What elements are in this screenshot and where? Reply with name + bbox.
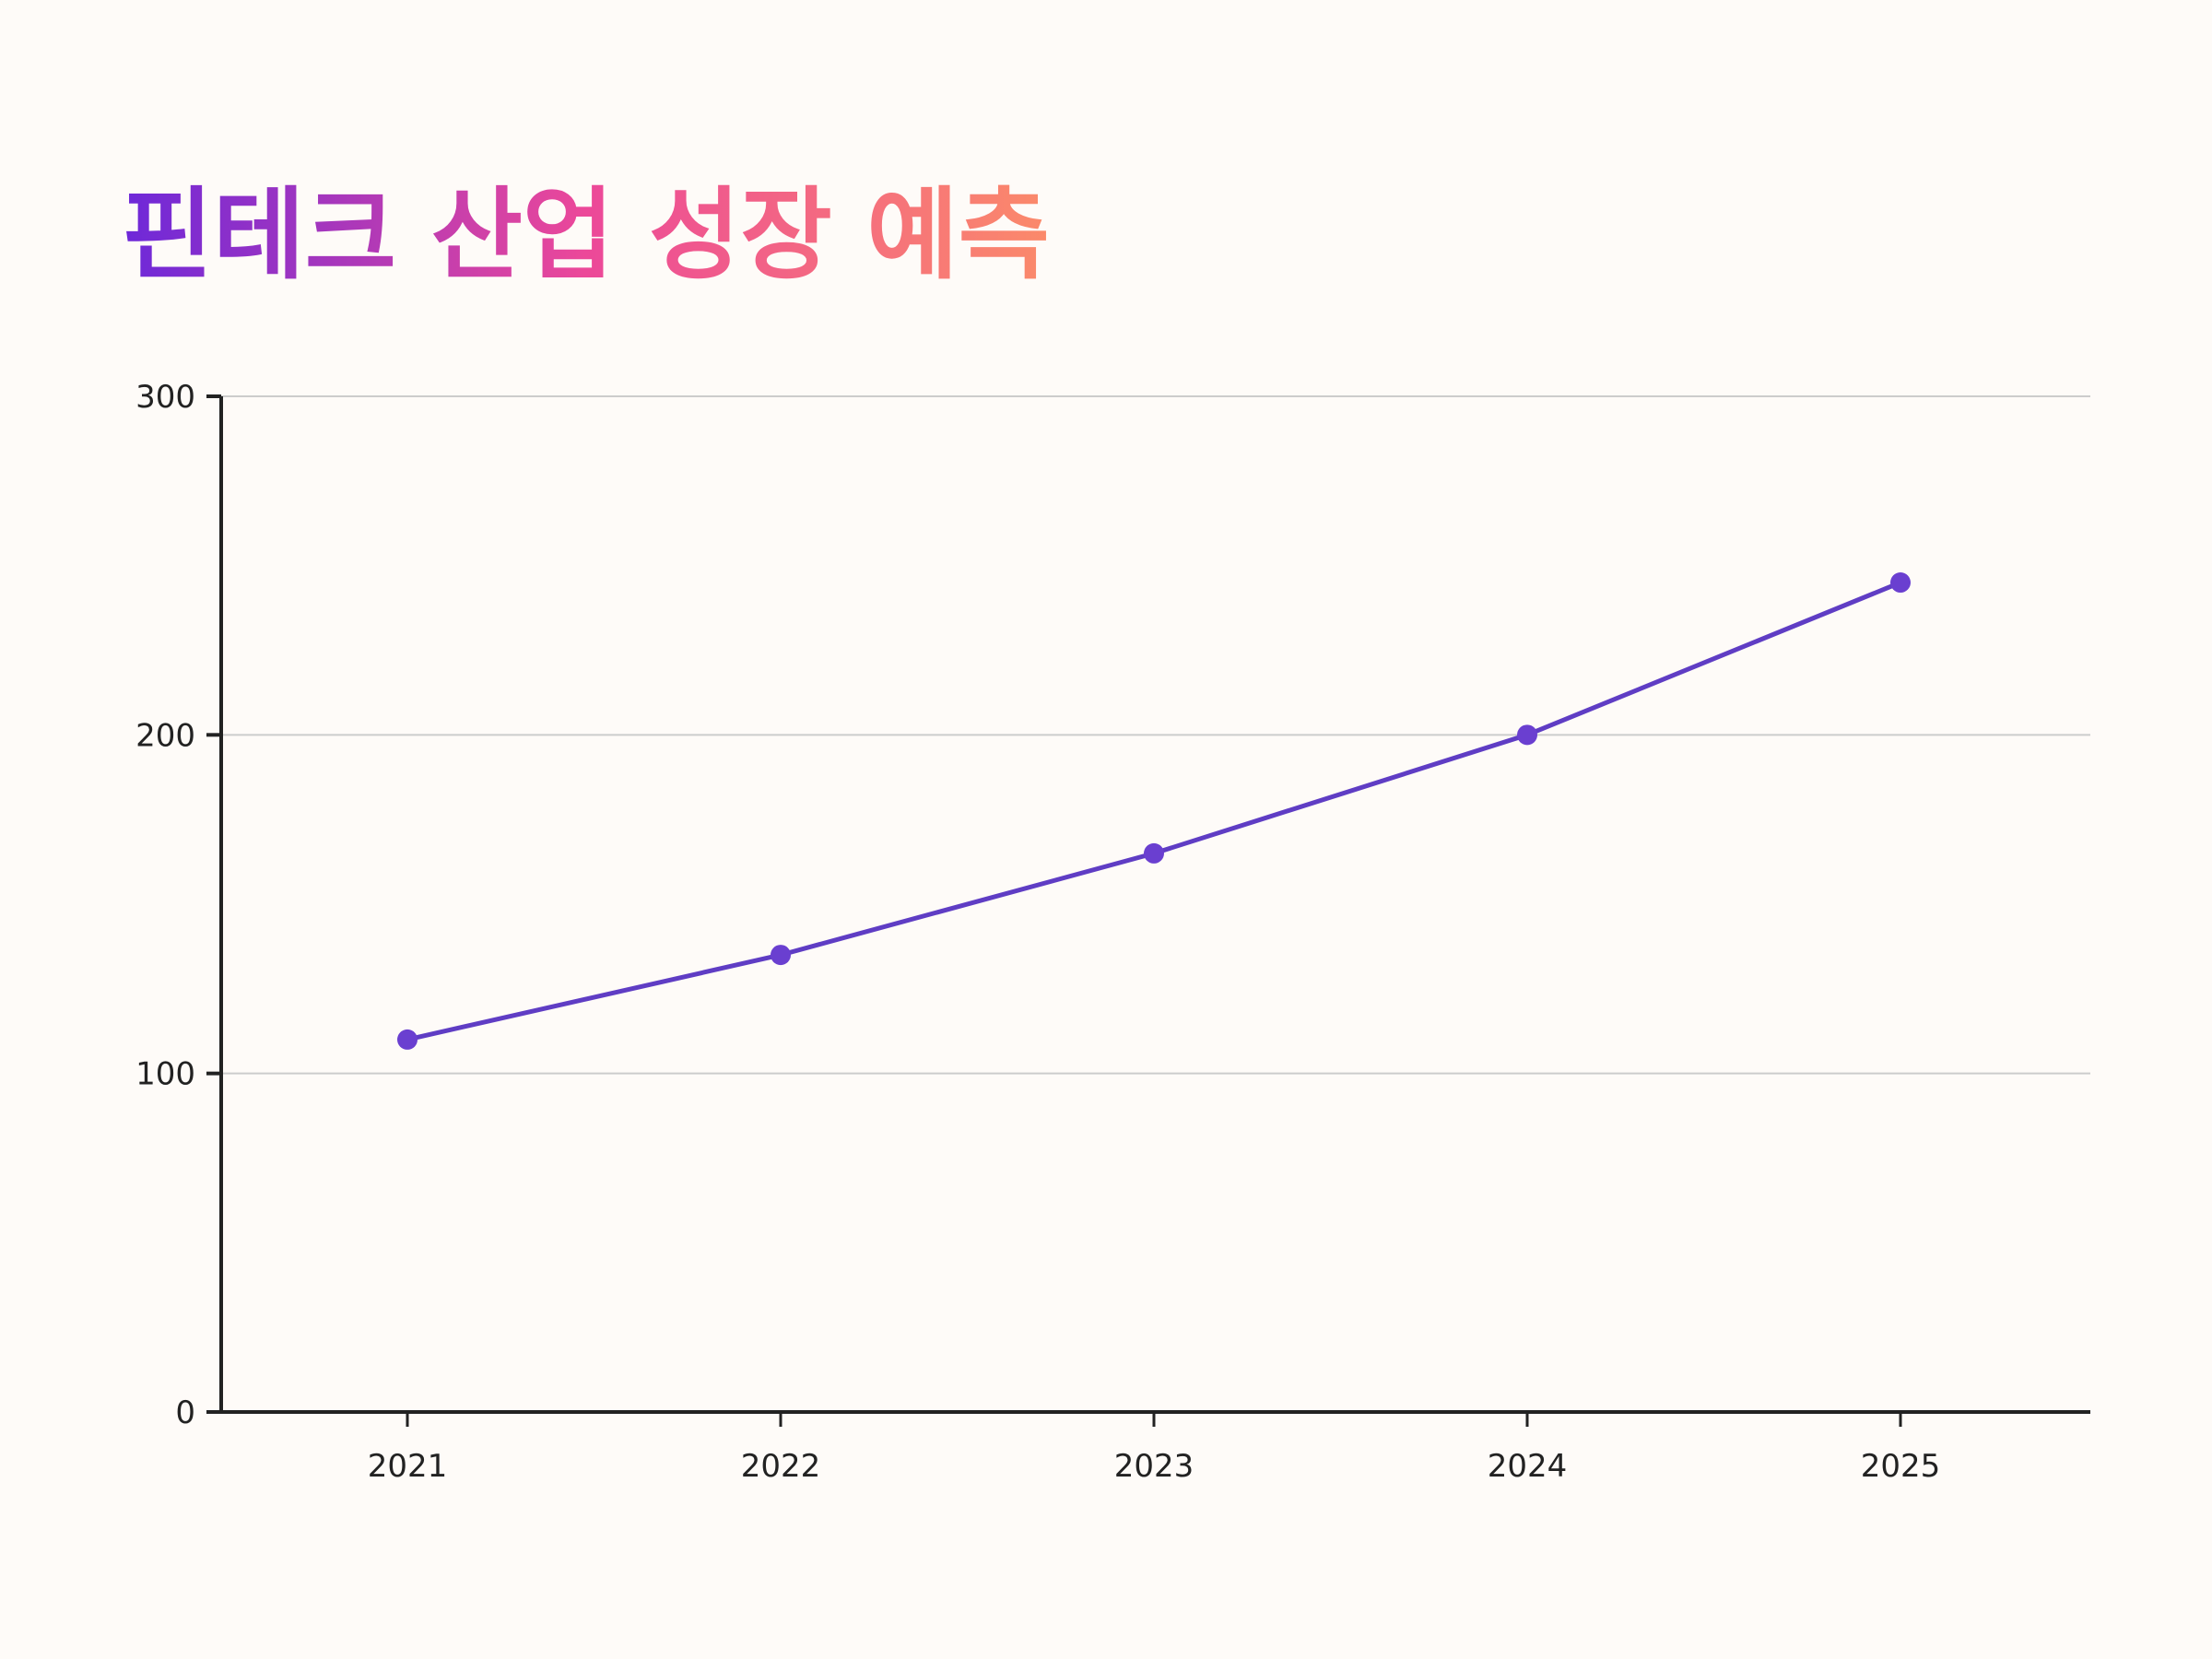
x-tick-label: 2021 [368, 1448, 448, 1485]
data-point [1144, 842, 1164, 864]
data-point [397, 1029, 418, 1050]
axes: 0 100 200 300 2021 2022 2023 2024 2025 [135, 379, 2090, 1485]
y-tick-label: 0 [175, 1394, 195, 1431]
series-line [405, 580, 1903, 1042]
x-tick-label: 2024 [1488, 1448, 1568, 1485]
data-point [1517, 724, 1537, 746]
chart-title: 핀테크 산업 성장 예측 [122, 178, 1050, 293]
x-tick-label: 2023 [1114, 1448, 1194, 1485]
y-tick-label: 200 [135, 717, 195, 754]
data-point [771, 945, 791, 966]
grid-lines [221, 395, 2090, 1075]
y-tick-label: 100 [135, 1056, 195, 1093]
data-point [1890, 572, 1911, 594]
x-tick-label: 2025 [1861, 1448, 1941, 1485]
y-tick-label: 300 [135, 379, 195, 416]
series-layer [397, 572, 1911, 1050]
x-tick-label: 2022 [741, 1448, 821, 1485]
